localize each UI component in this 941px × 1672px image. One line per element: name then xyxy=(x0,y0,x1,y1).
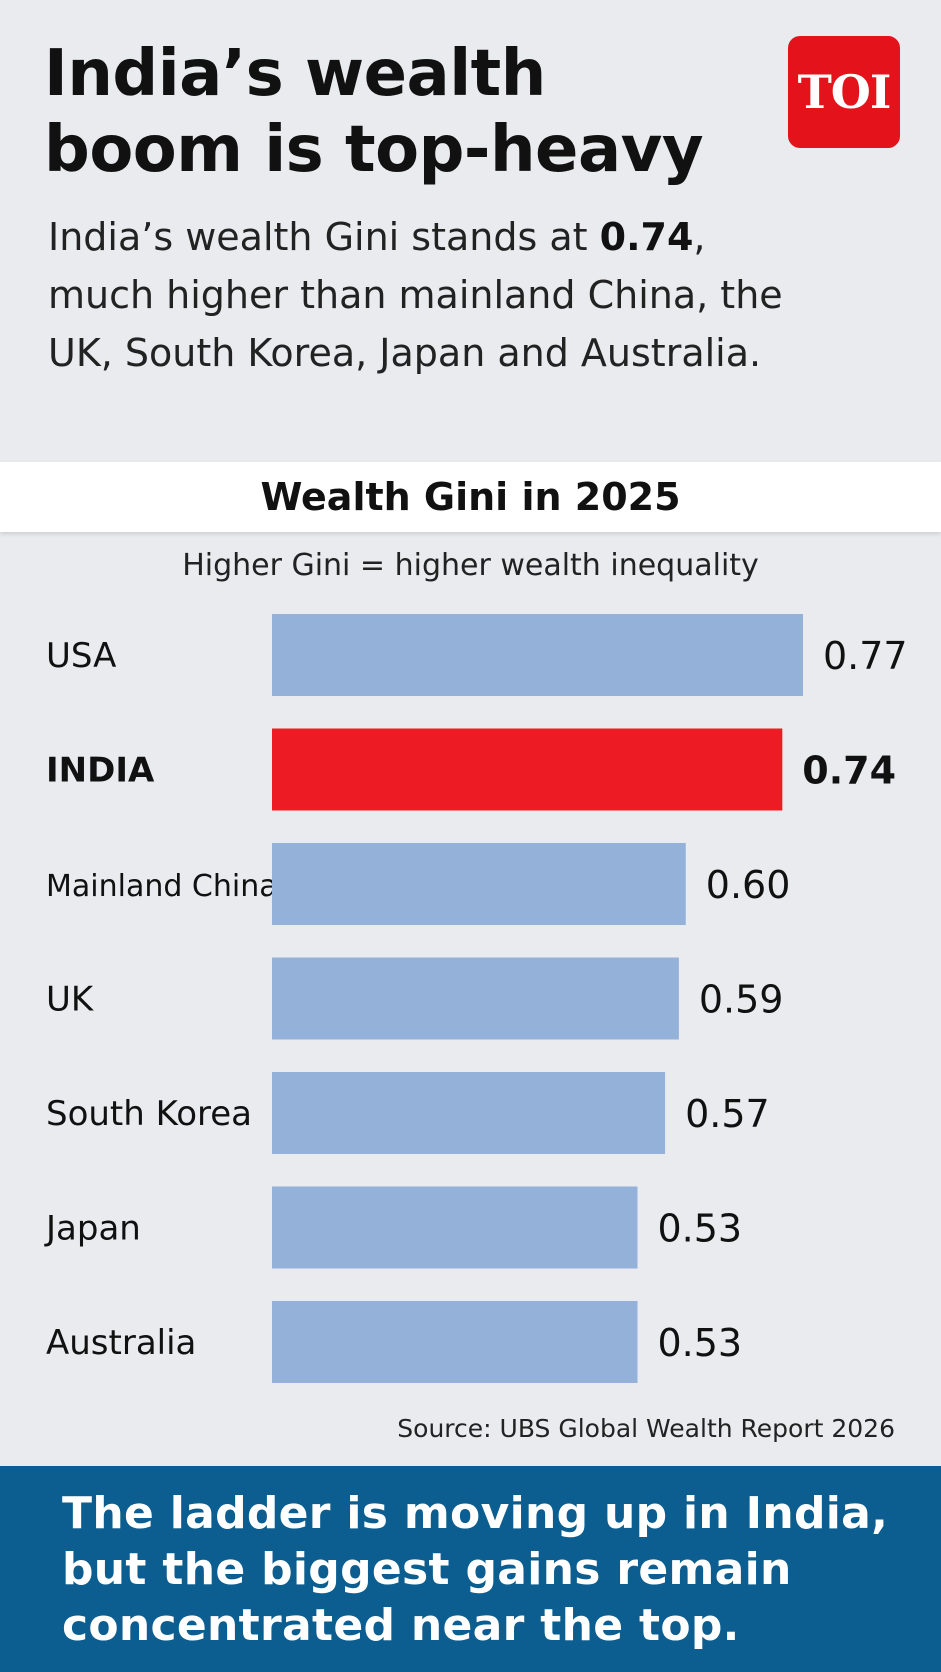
footer-text: The ladder is moving up in India, but th… xyxy=(62,1488,889,1651)
value-label-uk: 0.59 xyxy=(699,978,784,1022)
subtitle-prefix: India’s wealth Gini stands at xyxy=(48,215,600,259)
chart-title-banner: Wealth Gini in 2025 xyxy=(0,462,941,532)
category-label-japan: Japan xyxy=(44,1209,141,1249)
bar-japan xyxy=(272,1186,638,1269)
category-label-india: INDIA xyxy=(46,751,155,791)
toi-logo: TOI xyxy=(788,36,900,148)
chart-subtitle: Higher Gini = higher wealth inequality xyxy=(182,548,759,583)
bar-chart: USA 0.77 INDIA 0.74 Mainland China 0.60 UK 0.59… xyxy=(44,614,908,1383)
value-label-australia: 0.53 xyxy=(657,1321,742,1365)
category-label-mainland-china: Mainland China xyxy=(46,869,278,904)
source-note: Source: UBS Global Wealth Report 2026 xyxy=(397,1414,895,1443)
chart-title: Wealth Gini in 2025 xyxy=(260,475,681,519)
headline: India’s wealth boom is top-heavy xyxy=(44,37,704,187)
value-label-japan: 0.53 xyxy=(657,1207,742,1251)
value-label-india: 0.74 xyxy=(802,749,896,793)
bar-usa xyxy=(272,614,803,696)
subtitle-suffix: , much higher than mainland China, the U… xyxy=(48,215,783,375)
category-label-south-korea: South Korea xyxy=(46,1094,252,1134)
bar-australia xyxy=(272,1301,638,1383)
category-label-uk: UK xyxy=(46,980,95,1020)
bar-south-korea xyxy=(272,1072,666,1154)
bar-india xyxy=(272,728,783,811)
bar-uk xyxy=(272,957,679,1040)
value-label-usa: 0.77 xyxy=(823,634,908,678)
subtitle: India’s wealth Gini stands at 0.74, much… xyxy=(48,208,808,382)
subtitle-highlight-value: 0.74 xyxy=(599,215,694,259)
value-label-mainland-china: 0.60 xyxy=(706,863,791,907)
bar-mainland-china xyxy=(272,843,686,925)
footer-banner: The ladder is moving up in India, but th… xyxy=(0,1466,941,1672)
category-label-usa: USA xyxy=(46,636,116,676)
value-label-south-korea: 0.57 xyxy=(685,1092,770,1136)
category-label-australia: Australia xyxy=(46,1323,196,1363)
logo-text: TOI xyxy=(797,65,892,119)
